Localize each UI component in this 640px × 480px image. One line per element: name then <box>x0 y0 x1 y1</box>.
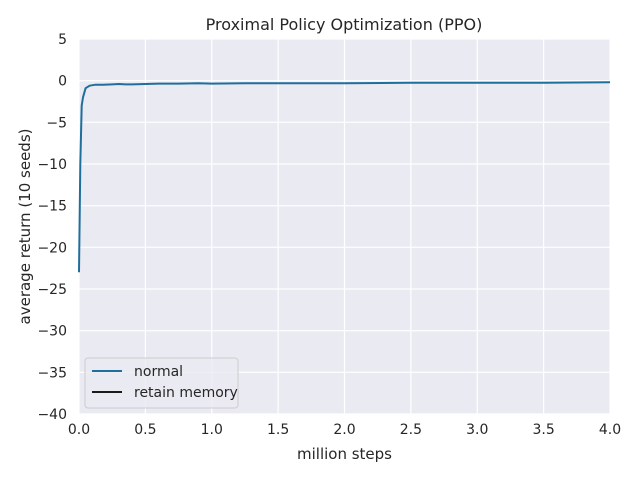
x-axis-label: million steps <box>297 445 392 463</box>
series-line-normal <box>78 81 611 273</box>
y-tick-label: −10 <box>37 157 67 173</box>
x-tick-label: 4.0 <box>599 422 621 438</box>
y-tick-label: −40 <box>37 407 67 423</box>
x-tick-label: 1.5 <box>267 422 289 438</box>
y-axis-label: average return (10 seeds) <box>16 129 34 325</box>
y-tick-label: −15 <box>37 199 67 215</box>
y-tick-label: −35 <box>37 365 67 381</box>
y-tick-label: −30 <box>37 324 67 340</box>
x-tick-label: 3.5 <box>532 422 554 438</box>
y-tick-labels: 5 0 −5 −10 −15 −20 −25 −30 −35 −40 <box>37 32 67 423</box>
y-tick-label: −5 <box>46 115 67 131</box>
chart-title: Proximal Policy Optimization (PPO) <box>206 15 483 34</box>
series-lines <box>78 81 611 273</box>
grid-lines <box>78 38 611 415</box>
y-tick-label: 0 <box>58 74 67 90</box>
y-tick-label: −25 <box>37 282 67 298</box>
x-tick-label: 2.5 <box>400 422 422 438</box>
x-tick-label: 1.0 <box>201 422 223 438</box>
legend-label-normal: normal <box>134 364 183 380</box>
x-tick-label: 2.0 <box>333 422 355 438</box>
y-tick-label: 5 <box>58 32 67 48</box>
legend-label-retain-memory: retain memory <box>134 385 238 401</box>
x-tick-labels: 0.0 0.5 1.0 1.5 2.0 2.5 3.0 3.5 4.0 <box>68 422 621 438</box>
x-tick-label: 0.0 <box>68 422 90 438</box>
legend: normal retain memory <box>84 357 239 409</box>
x-tick-label: 0.5 <box>134 422 156 438</box>
x-tick-label: 3.0 <box>466 422 488 438</box>
legend-box <box>84 357 239 409</box>
y-tick-label: −20 <box>37 240 67 256</box>
